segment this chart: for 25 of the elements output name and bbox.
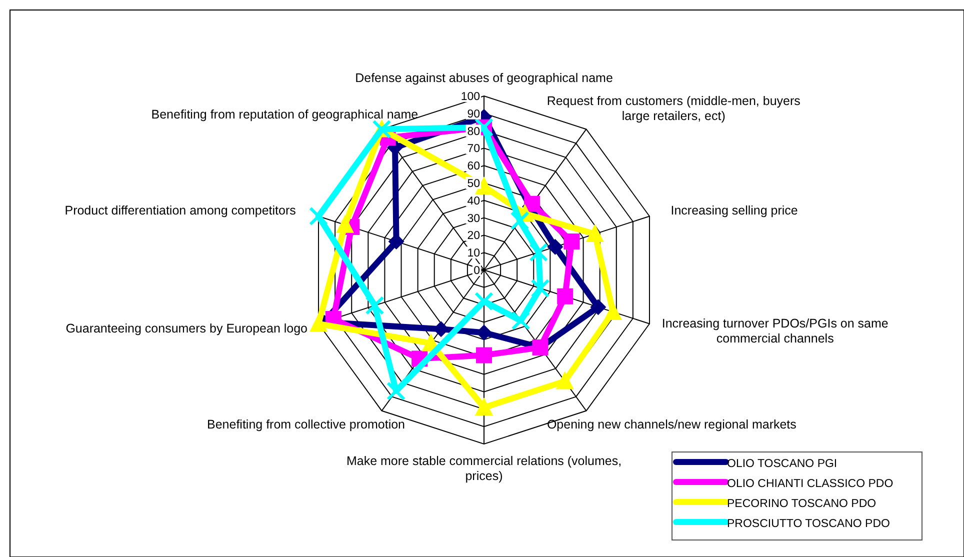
- y-tick-label: 10: [467, 248, 480, 260]
- spoke-label: Opening new channels/new regional markets: [546, 417, 796, 432]
- y-tick-label: 40: [467, 195, 480, 208]
- spoke-label: Benefiting from collective promotion: [207, 417, 406, 432]
- spoke-label: Make more stable commercial relations (volumes, prices): [346, 454, 622, 483]
- y-tick-label: 100: [460, 91, 480, 103]
- legend-label: OLIO CHIANTI CLASSICO PDO: [727, 478, 894, 490]
- y-tick-label: 60: [467, 160, 480, 173]
- spoke-label: Guaranteeing consumers by European logo: [66, 322, 308, 336]
- y-tick-label: 70: [467, 143, 480, 156]
- y-tick-label: 0: [474, 265, 480, 277]
- spoke-label: Increasing selling price: [670, 203, 798, 218]
- spoke-label: Request from customers (middle-men, buyers large retailers, ect): [546, 94, 800, 124]
- legend-label: PROSCIUTTO TOSCANO PDO: [727, 518, 890, 530]
- y-tick-label: 20: [467, 230, 480, 242]
- spoke-label: Benefiting from reputation of geographical name: [151, 108, 418, 122]
- spoke-label: Increasing turnover PDOs/PGIs on same commercial channels: [662, 316, 888, 346]
- y-tick-label: 80: [467, 126, 480, 138]
- y-tick-label: 50: [467, 178, 480, 190]
- legend-label: OLIO TOSCANO PGI: [727, 458, 838, 470]
- y-tick-label: 30: [467, 212, 480, 225]
- spoke-label: Defense against abuses of geographical name: [355, 71, 613, 85]
- legend-label: PECORINO TOSCANO PDO: [727, 498, 876, 510]
- y-tick-label: 90: [467, 108, 480, 120]
- spoke-label: Product differentiation among competitors: [64, 203, 296, 218]
